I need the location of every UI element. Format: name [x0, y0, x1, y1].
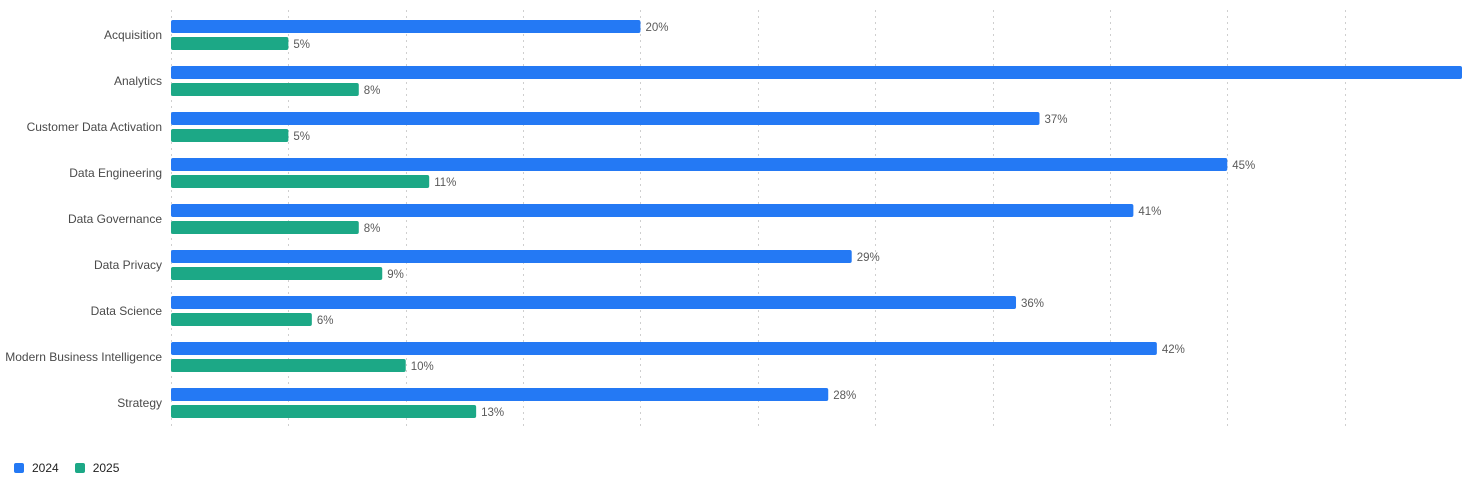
bar-2024[interactable]	[171, 20, 641, 33]
labels: Acquisition 20% 5% Analytics 8% Customer Data…	[5, 22, 1255, 419]
bar-2024[interactable]	[171, 342, 1157, 355]
data-label: 13%	[481, 407, 504, 419]
bar-2024[interactable]	[171, 158, 1228, 171]
data-label: 8%	[364, 223, 381, 235]
category-label: Data Engineering	[69, 166, 162, 180]
legend-label-2024: 2024	[32, 461, 59, 475]
bar-2024[interactable]	[171, 250, 852, 263]
bars	[171, 20, 1462, 418]
bar-2025[interactable]	[171, 83, 359, 96]
legend-swatch-2024	[14, 463, 24, 473]
legend-item-2024[interactable]: 2024	[14, 461, 59, 475]
bar-2025[interactable]	[171, 267, 383, 280]
bar-2024[interactable]	[171, 112, 1040, 125]
category-label: Modern Business Intelligence	[5, 350, 162, 364]
data-label: 36%	[1021, 298, 1044, 310]
category-label: Acquisition	[104, 28, 162, 42]
data-label: 20%	[645, 22, 668, 34]
bar-2024[interactable]	[171, 296, 1017, 309]
bar-2025[interactable]	[171, 129, 289, 142]
bar-2024[interactable]	[171, 388, 829, 401]
data-label: 42%	[1162, 344, 1185, 356]
legend-swatch-2025	[74, 463, 85, 473]
data-label: 45%	[1232, 160, 1255, 172]
category-label: Data Governance	[68, 212, 162, 226]
bar-2025[interactable]	[171, 359, 406, 372]
legend-label-2025: 2025	[92, 461, 120, 475]
bar-2025[interactable]	[171, 37, 289, 50]
bar-2025[interactable]	[171, 175, 430, 188]
legend-item-2025[interactable]: 2025	[74, 461, 120, 475]
data-label: 37%	[1044, 114, 1067, 126]
chart-plot: Acquisition 20% 5% Analytics 8% Customer Data…	[5, 10, 1462, 430]
category-label: Strategy	[117, 396, 162, 410]
data-label: 28%	[833, 390, 856, 402]
bar-2025[interactable]	[171, 405, 477, 418]
data-label: 41%	[1138, 206, 1161, 218]
bar-2024[interactable]	[171, 204, 1134, 217]
data-label: 9%	[387, 269, 404, 281]
category-label: Data Science	[91, 304, 163, 318]
data-label: 5%	[293, 131, 310, 143]
data-label: 10%	[411, 361, 434, 373]
category-label: Data Privacy	[94, 258, 162, 272]
category-label: Customer Data Activation	[27, 120, 162, 134]
data-label: 5%	[293, 39, 310, 51]
category-label: Analytics	[114, 74, 162, 88]
data-label: 6%	[317, 315, 334, 327]
legend: 2024 2025	[14, 461, 135, 475]
bar-2025[interactable]	[171, 313, 312, 326]
data-label: 11%	[434, 177, 456, 189]
data-label: 29%	[857, 252, 880, 264]
bar-2025[interactable]	[171, 221, 359, 234]
bar-2024[interactable]	[171, 66, 1462, 79]
data-label: 8%	[364, 85, 381, 97]
